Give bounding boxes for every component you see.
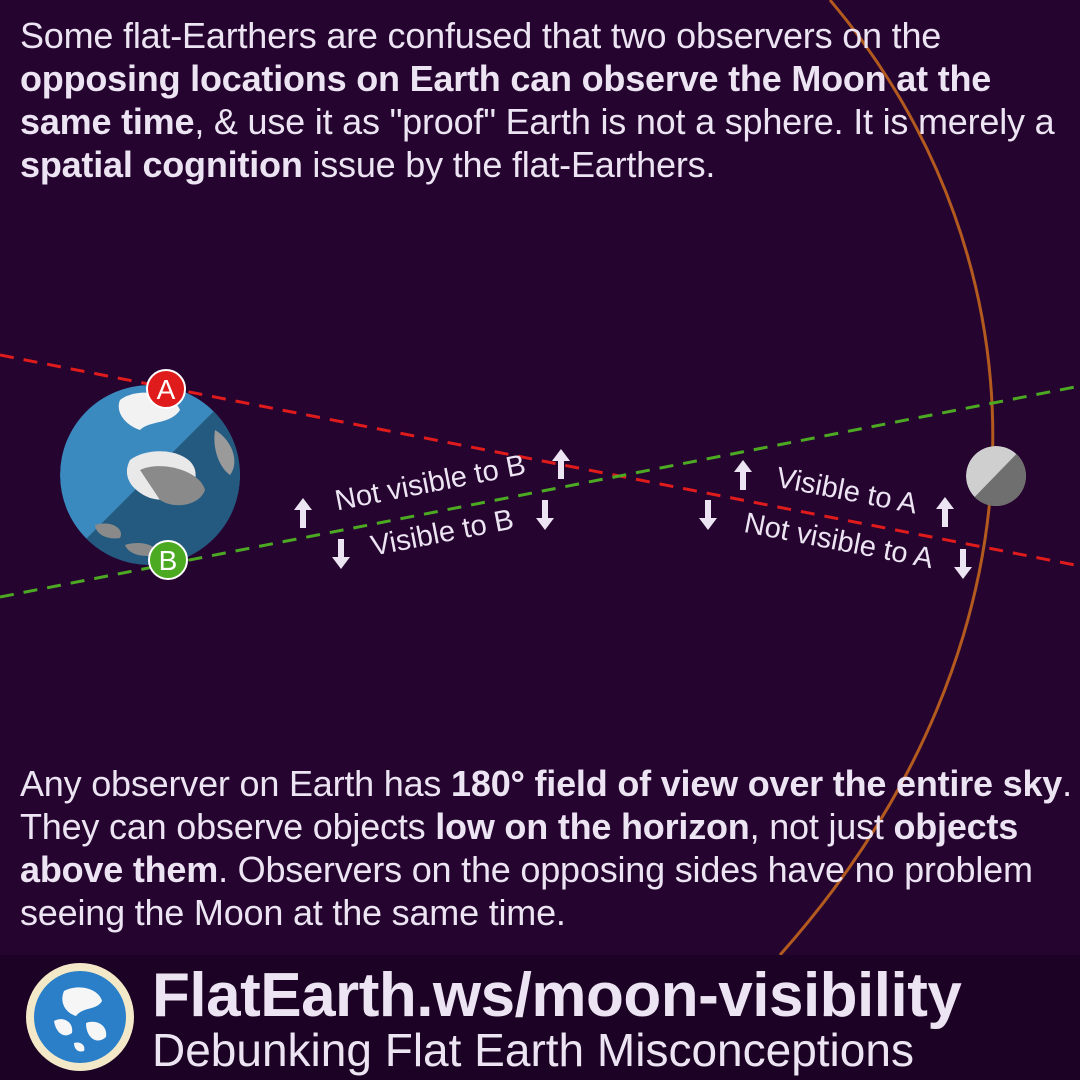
intro-paragraph: Some flat-Earthers are confused that two…	[20, 14, 1072, 186]
arrow-up-icon	[552, 449, 570, 479]
outro-paragraph: Any observer on Earth has 180° field of …	[20, 762, 1072, 934]
outro-text-1: Any observer on Earth has	[20, 763, 452, 804]
observer-a-label: A	[157, 374, 176, 405]
arrow-up-icon	[734, 460, 752, 490]
intro-bold-2: spatial cognition	[20, 144, 303, 185]
label-visible-to-a: Visible to A	[774, 462, 921, 521]
arrow-up-icon	[936, 497, 954, 527]
outro-bold-3: objects above them	[20, 806, 1019, 890]
outro-bold-1: 180° field of view over the entire sky	[451, 763, 1063, 804]
horizon-line-b	[0, 384, 1080, 599]
arrow-down-icon	[954, 549, 972, 579]
diagram: A B Not visible to B Visible to B Visibl…	[0, 0, 1080, 955]
intro-text-2: , & use it as "proof" Earth is not a sph…	[194, 101, 1055, 142]
footer: FlatEarth.ws/moon-visibility Debunking F…	[0, 955, 1080, 1080]
outro-text-4: . Observers on the opposing sides have n…	[20, 849, 1033, 933]
earth	[60, 385, 240, 565]
outro-text-2: . They can observe objects	[20, 763, 1072, 847]
intro-text-3: issue by the flat-Earthers.	[302, 144, 716, 185]
footer-subtitle: Debunking Flat Earth Misconceptions	[152, 1024, 914, 1076]
arrow-down-icon	[699, 500, 717, 530]
earth-globe-icon	[26, 963, 134, 1071]
outro-bold-2: low on the horizon	[435, 806, 750, 847]
label-visible-to-b: Visible to B	[368, 504, 516, 563]
arrow-down-icon	[536, 500, 554, 530]
observer-a-marker: A	[146, 369, 186, 409]
footer-url: FlatEarth.ws/moon-visibility	[152, 961, 962, 1030]
intro-text-1: Some flat-Earthers are confused that two…	[20, 15, 942, 56]
arrow-down-icon	[332, 539, 350, 569]
horizon-line-a	[0, 353, 1080, 568]
observer-b-label: B	[159, 545, 178, 576]
arrow-up-icon	[294, 498, 312, 528]
outro-text-3: , not just	[749, 806, 894, 847]
moon	[966, 446, 1026, 506]
observer-b-marker: B	[148, 540, 188, 580]
intro-bold-1: opposing locations on Earth can observe …	[20, 58, 992, 142]
